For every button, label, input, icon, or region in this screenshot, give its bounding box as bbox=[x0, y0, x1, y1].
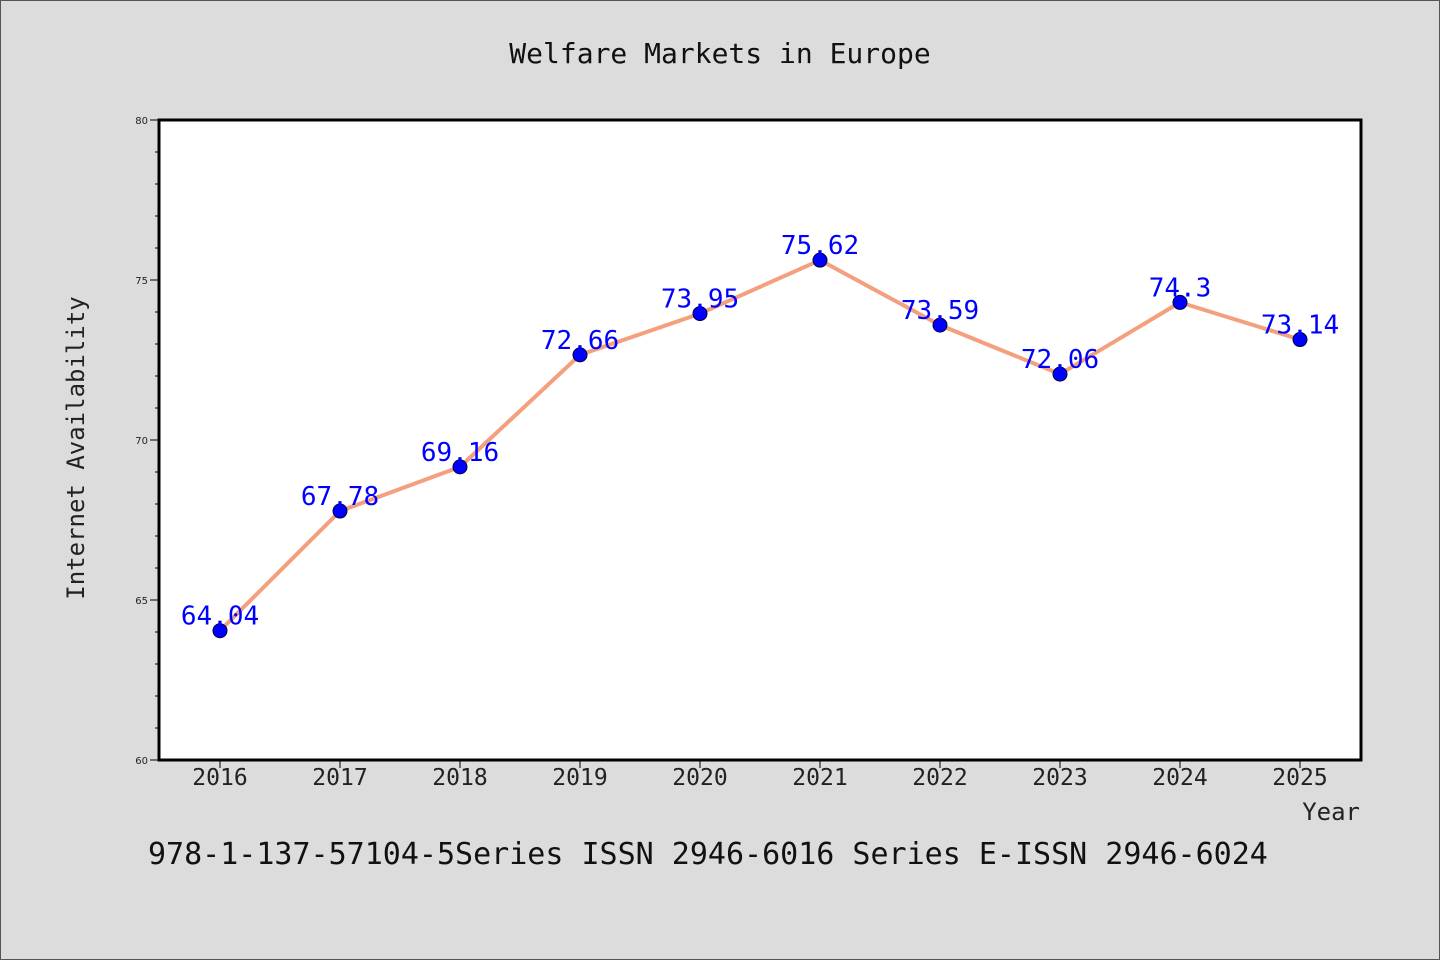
data-label: 73.95 bbox=[661, 285, 739, 315]
data-point bbox=[572, 347, 588, 363]
y-tick-label: 70 bbox=[135, 436, 148, 447]
data-point bbox=[1292, 332, 1308, 348]
x-tick-label: 2022 bbox=[912, 765, 967, 791]
x-tick-label: 2021 bbox=[792, 765, 847, 791]
series-line-group bbox=[218, 258, 1302, 633]
series-markers-group bbox=[212, 252, 1308, 639]
x-axis-label: Year bbox=[1302, 798, 1360, 826]
data-point bbox=[1172, 294, 1188, 310]
y-tick-label: 75 bbox=[135, 276, 148, 287]
data-label: 73.14 bbox=[1261, 311, 1339, 341]
data-point bbox=[212, 623, 228, 639]
data-label: 67.78 bbox=[301, 482, 379, 512]
data-label: 64.04 bbox=[181, 602, 259, 632]
chart-title: Welfare Markets in Europe bbox=[509, 37, 930, 70]
data-point bbox=[692, 306, 708, 322]
x-tick-label: 2016 bbox=[192, 765, 247, 791]
data-point bbox=[932, 317, 948, 333]
data-label: 74.3 bbox=[1149, 273, 1212, 303]
y-tick-label: 60 bbox=[135, 756, 148, 767]
y-axis: 60 65 70 75 80 bbox=[135, 116, 160, 767]
y-tick-label: 65 bbox=[135, 596, 148, 607]
data-labels-group: 64.04 67.78 69.16 72.66 73.95 75.62 73.59 72.06… bbox=[181, 231, 1339, 632]
plot-area bbox=[157, 118, 1363, 762]
data-label: 75.62 bbox=[781, 231, 859, 261]
data-label: 69.16 bbox=[421, 438, 499, 468]
footer-text: 978-1-137-57104-5Series ISSN 2946-6016 S… bbox=[148, 837, 1268, 872]
y-tick-label: 80 bbox=[135, 116, 148, 127]
x-tick-label: 2019 bbox=[552, 765, 607, 791]
data-point bbox=[452, 459, 468, 475]
y-axis-label: Internet Availability bbox=[62, 296, 90, 599]
x-tick-label: 2024 bbox=[1152, 765, 1207, 791]
data-point bbox=[812, 252, 828, 268]
x-tick-label: 2018 bbox=[432, 765, 487, 791]
data-point bbox=[332, 503, 348, 519]
data-point bbox=[1052, 366, 1068, 382]
x-tick-label: 2025 bbox=[1272, 765, 1327, 791]
x-axis: 2016 2017 2018 2019 2020 2021 2022 2023 2024 2025 bbox=[192, 760, 1328, 791]
x-tick-label: 2020 bbox=[672, 765, 727, 791]
data-label: 73.59 bbox=[901, 296, 979, 326]
x-tick-label: 2017 bbox=[312, 765, 367, 791]
data-label: 72.06 bbox=[1021, 345, 1099, 375]
series-line bbox=[218, 258, 1302, 633]
data-label: 72.66 bbox=[541, 326, 619, 356]
x-tick-label: 2023 bbox=[1032, 765, 1087, 791]
